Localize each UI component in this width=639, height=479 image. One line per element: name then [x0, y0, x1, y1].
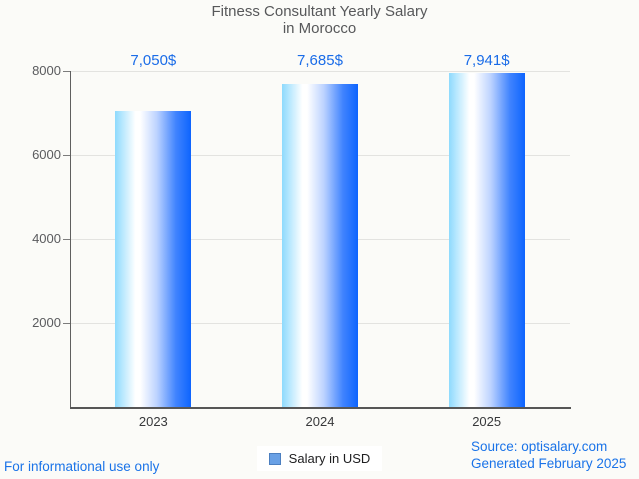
generated-text: Generated February 2025 — [471, 456, 627, 471]
x-axis-label-2024: 2024 — [305, 414, 335, 429]
disclaimer-text: For informational use only — [4, 459, 160, 474]
y-axis-line — [70, 71, 71, 407]
y-axis-tick-8000 — [63, 71, 70, 72]
x-axis-line — [70, 407, 571, 409]
y-axis-tick-4000 — [63, 239, 70, 240]
x-axis-label-2023: 2023 — [138, 414, 168, 429]
y-axis-tick-6000 — [63, 155, 70, 156]
y-axis-label-4000: 4000 — [32, 231, 61, 246]
y-axis-label-6000: 6000 — [32, 147, 61, 162]
bar-value-label-2024: 7,685$ — [297, 52, 343, 69]
legend-item[interactable]: Salary in USD — [256, 446, 383, 471]
legend: Salary in USD — [0, 446, 639, 471]
gridline-8000 — [70, 71, 570, 72]
chart-title-line2: in Morocco — [282, 20, 357, 37]
legend-label: Salary in USD — [288, 451, 371, 466]
chart-title-line1: Fitness Consultant Yearly Salary — [211, 3, 428, 20]
source-text: Source: optisalary.com — [471, 439, 608, 454]
bar-value-label-2025: 7,941$ — [463, 52, 510, 69]
y-axis-tick-2000 — [63, 323, 70, 324]
y-axis-label-2000: 2000 — [32, 315, 61, 330]
plot-area — [70, 71, 570, 407]
y-axis-label-8000: 8000 — [32, 63, 61, 78]
bar-value-label-2023: 7,050$ — [130, 52, 177, 69]
chart-title: Fitness Consultant Yearly Salary in Moro… — [0, 3, 639, 37]
legend-swatch-icon — [268, 452, 281, 465]
bar-2025[interactable] — [448, 73, 525, 407]
source-block: Source: optisalary.com Generated Februar… — [471, 438, 626, 472]
x-axis-label-2025: 2025 — [472, 414, 502, 429]
bar-2024[interactable] — [282, 84, 358, 407]
bar-2023[interactable] — [115, 110, 192, 407]
